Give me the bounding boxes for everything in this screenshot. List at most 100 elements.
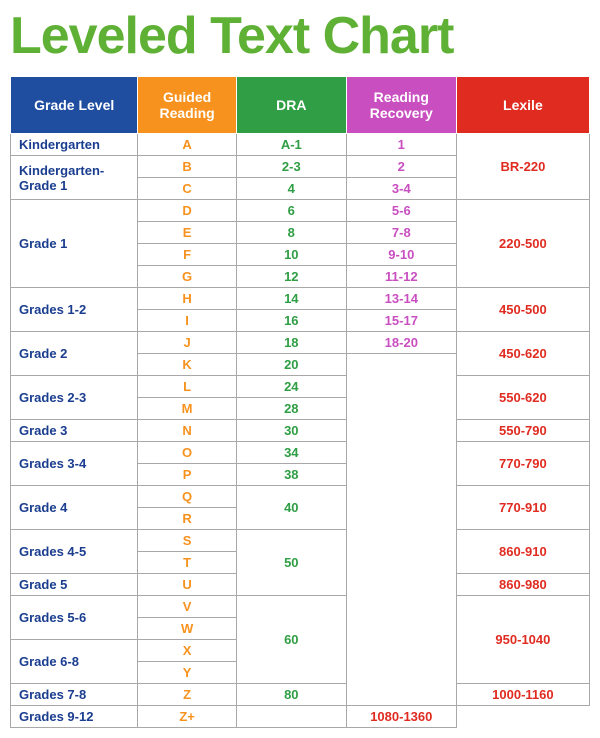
header-grade: Grade Level	[11, 77, 138, 134]
cell-rr: 1	[346, 134, 456, 156]
cell-dra: 30	[236, 420, 346, 442]
cell-rr: 11-12	[346, 266, 456, 288]
cell-rr: 2	[346, 156, 456, 178]
cell-grade: Grades 2-3	[11, 376, 138, 420]
cell-lex: 860-980	[456, 574, 589, 596]
cell-grade: Grades 5-6	[11, 596, 138, 640]
cell-lex: 550-620	[456, 376, 589, 420]
cell-lex: 220-500	[456, 200, 589, 288]
cell-gr: O	[138, 442, 236, 464]
cell-rr: 3-4	[346, 178, 456, 200]
cell-rr: 15-17	[346, 310, 456, 332]
cell-dra: 80	[236, 684, 346, 706]
cell-grade: Grades 3-4	[11, 442, 138, 486]
cell-lex: 1080-1360	[346, 706, 456, 728]
cell-gr: E	[138, 222, 236, 244]
cell-dra: 28	[236, 398, 346, 420]
cell-grade: Grade 3	[11, 420, 138, 442]
cell-grade: Grades 1-2	[11, 288, 138, 332]
cell-grade: Grade 4	[11, 486, 138, 530]
cell-gr: T	[138, 552, 236, 574]
cell-grade: Grades 9-12	[11, 706, 138, 728]
table-row: Grades 3-4O34770-790	[11, 442, 590, 464]
cell-gr: A	[138, 134, 236, 156]
header-lex: Lexile	[456, 77, 589, 134]
cell-gr: M	[138, 398, 236, 420]
cell-rr	[346, 354, 456, 706]
cell-dra: 10	[236, 244, 346, 266]
table-row: Grade 4Q40770-910	[11, 486, 590, 508]
table-row: Grade 1D65-6220-500	[11, 200, 590, 222]
cell-gr: K	[138, 354, 236, 376]
cell-grade: Kindergarten-Grade 1	[11, 156, 138, 200]
cell-gr: V	[138, 596, 236, 618]
cell-gr: S	[138, 530, 236, 552]
cell-lex: 770-790	[456, 442, 589, 486]
cell-dra: 60	[236, 596, 346, 684]
cell-gr: J	[138, 332, 236, 354]
cell-grade: Grade 2	[11, 332, 138, 376]
cell-rr: 7-8	[346, 222, 456, 244]
table-row: Grades 9-12Z+ 1080-1360	[11, 706, 590, 728]
cell-dra: 34	[236, 442, 346, 464]
cell-grade: Grade 6-8	[11, 640, 138, 684]
header-rr: Reading Recovery	[346, 77, 456, 134]
cell-rr: 18-20	[346, 332, 456, 354]
cell-grade: Kindergarten	[11, 134, 138, 156]
table-row: Grades 2-3L24550-620	[11, 376, 590, 398]
cell-gr: Y	[138, 662, 236, 684]
cell-dra: 38	[236, 464, 346, 486]
cell-gr: F	[138, 244, 236, 266]
cell-gr: Z+	[138, 706, 236, 728]
cell-dra: 6	[236, 200, 346, 222]
cell-gr: P	[138, 464, 236, 486]
cell-dra: 4	[236, 178, 346, 200]
cell-gr: X	[138, 640, 236, 662]
cell-dra: 50	[236, 530, 346, 596]
cell-dra: 20	[236, 354, 346, 376]
table-row: Grade 2J1818-20450-620	[11, 332, 590, 354]
cell-dra: 40	[236, 486, 346, 530]
cell-rr: 9-10	[346, 244, 456, 266]
cell-dra	[236, 706, 346, 728]
cell-dra: 24	[236, 376, 346, 398]
leveled-text-table: Grade LevelGuided ReadingDRAReading Reco…	[10, 76, 590, 728]
cell-dra: 2-3	[236, 156, 346, 178]
chart-title: Leveled Text Chart	[10, 10, 590, 62]
cell-gr: R	[138, 508, 236, 530]
cell-dra: 14	[236, 288, 346, 310]
header-dra: DRA	[236, 77, 346, 134]
cell-lex: 770-910	[456, 486, 589, 530]
cell-dra: 16	[236, 310, 346, 332]
cell-grade: Grades 7-8	[11, 684, 138, 706]
cell-gr: D	[138, 200, 236, 222]
cell-grade: Grades 4-5	[11, 530, 138, 574]
cell-lex: 950-1040	[456, 596, 589, 684]
table-row: Grade 3N30550-790	[11, 420, 590, 442]
cell-rr: 5-6	[346, 200, 456, 222]
cell-lex: BR-220	[456, 134, 589, 200]
table-row: Grades 5-6V60950-1040	[11, 596, 590, 618]
table-row: KindergartenAA-11BR-220	[11, 134, 590, 156]
cell-lex: 450-500	[456, 288, 589, 332]
table-row: Grades 1-2H1413-14450-500	[11, 288, 590, 310]
cell-gr: Q	[138, 486, 236, 508]
cell-gr: C	[138, 178, 236, 200]
cell-gr: W	[138, 618, 236, 640]
table-row: Grades 4-5S50860-910	[11, 530, 590, 552]
header-gr: Guided Reading	[138, 77, 236, 134]
cell-lex: 860-910	[456, 530, 589, 574]
cell-lex: 550-790	[456, 420, 589, 442]
cell-lex: 450-620	[456, 332, 589, 376]
cell-gr: L	[138, 376, 236, 398]
cell-grade: Grade 5	[11, 574, 138, 596]
cell-dra: 8	[236, 222, 346, 244]
cell-lex: 1000-1160	[456, 684, 589, 706]
cell-dra: 18	[236, 332, 346, 354]
cell-gr: Z	[138, 684, 236, 706]
cell-gr: B	[138, 156, 236, 178]
table-row: Grades 7-8Z80 1000-1160	[11, 684, 590, 706]
cell-rr: 13-14	[346, 288, 456, 310]
cell-gr: I	[138, 310, 236, 332]
header-row: Grade LevelGuided ReadingDRAReading Reco…	[11, 77, 590, 134]
